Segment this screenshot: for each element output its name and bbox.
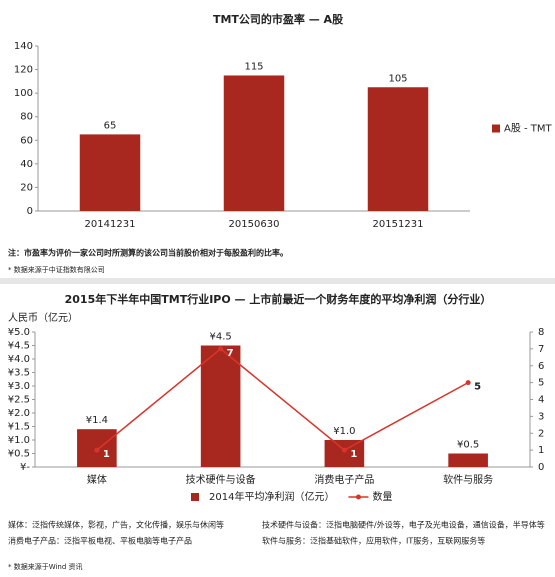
legend-label: 数量: [372, 490, 392, 503]
y-tick-label: ¥-: [20, 462, 30, 473]
point: [94, 447, 100, 453]
y-axis-label: 人民币（亿元）: [8, 311, 78, 324]
definition: 消费电子产品：泛指平板电视、平板电脑等电子产品: [8, 536, 192, 546]
y2-tick-label: 6: [538, 361, 544, 372]
source: * 数据来源于中证指数有限公司: [8, 265, 105, 274]
chart-title: TMT公司的市盈率 — A股: [213, 12, 344, 26]
y-tick-label: 20: [20, 182, 33, 193]
y2-tick-label: 8: [538, 327, 544, 338]
source: * 数据来源于Wind 资讯: [8, 562, 83, 571]
y-tick-label: 120: [14, 65, 33, 76]
legend-label: 2014年平均净利润（亿元）: [209, 490, 334, 503]
y-tick-label: ¥0.5: [8, 449, 30, 460]
note: 注：市盈率为评价一家公司时所测算的该公司当前股价相对于每股盈利的比率。: [8, 248, 288, 258]
data-label: ¥1.4: [86, 415, 108, 426]
data-label: 1: [103, 449, 110, 460]
legend-swatch: [492, 124, 500, 133]
y2-tick-label: 2: [538, 428, 544, 439]
data-label: 115: [244, 61, 263, 72]
data-label: 1: [350, 449, 357, 460]
data-label: ¥1.0: [333, 426, 355, 437]
x-tick-label: 媒体: [87, 474, 107, 486]
data-label: 105: [388, 73, 407, 84]
bar: [223, 75, 285, 211]
data-label: 65: [104, 120, 117, 131]
x-tick-label: 20151231: [373, 219, 424, 230]
y-tick-label: ¥5.0: [8, 327, 30, 338]
y-tick-label: 80: [20, 112, 33, 123]
legend-swatch: [355, 494, 361, 500]
line: [96, 347, 469, 452]
y-tick-label: ¥1.0: [8, 435, 30, 446]
y-tick-label: ¥2.0: [8, 408, 30, 419]
y-tick-label: ¥4.0: [8, 354, 30, 365]
definition: 媒体：泛指传统媒体，影视，广告，文化传播，娱乐与休闲等: [8, 520, 224, 530]
y2-tick-label: 1: [538, 445, 544, 456]
y2-tick-label: 4: [538, 395, 544, 406]
x-tick-label: 20141231: [85, 219, 136, 230]
y-tick-label: ¥2.5: [8, 395, 30, 406]
y-tick-label: 100: [14, 88, 33, 99]
chart-title: 2015年下半年中国TMT行业IPO — 上市前最近一个财务年度的平均净利润（分…: [65, 292, 492, 306]
x-tick-label: 技术硬件与设备: [186, 473, 256, 486]
legend-label: A股 - TMT: [504, 123, 553, 135]
y-tick-label: 0: [27, 206, 33, 217]
definition: 软件与服务：泛指基础软件，应用软件，IT服务，互联网服务等: [262, 536, 485, 546]
separator: [0, 278, 555, 284]
y2-tick-label: 0: [538, 462, 544, 473]
y-tick-label: ¥3.5: [8, 368, 30, 379]
legend-swatch: [191, 493, 199, 501]
bar: [448, 453, 488, 467]
data-label: ¥0.5: [457, 440, 479, 451]
bar: [324, 440, 365, 467]
y2-tick-label: 7: [538, 344, 544, 355]
y-tick-label: 60: [20, 135, 33, 146]
y-tick-label: ¥4.5: [8, 341, 30, 352]
data-label: 7: [227, 348, 234, 359]
y-tick-label: 140: [14, 41, 33, 52]
data-label: 5: [474, 382, 481, 393]
point: [341, 447, 347, 453]
bar: [367, 87, 429, 211]
definition: 技术硬件与设备：泛指电脑硬件/外设等，电子及光电设备，通信设备，半导体等: [262, 520, 545, 530]
bar: [79, 134, 141, 211]
point: [465, 380, 471, 386]
point: [218, 346, 224, 352]
x-tick-label: 软件与服务: [443, 473, 493, 486]
bar: [200, 345, 241, 467]
y-tick-label: ¥1.5: [8, 422, 30, 433]
x-tick-label: 20150630: [229, 219, 280, 230]
y-tick-label: 40: [20, 159, 33, 170]
y-tick-label: ¥3.0: [8, 381, 30, 392]
y2-tick-label: 5: [538, 378, 544, 389]
x-tick-label: 消费电子产品: [314, 473, 374, 486]
data-label: ¥4.5: [209, 332, 231, 343]
y2-tick-label: 3: [538, 411, 544, 422]
